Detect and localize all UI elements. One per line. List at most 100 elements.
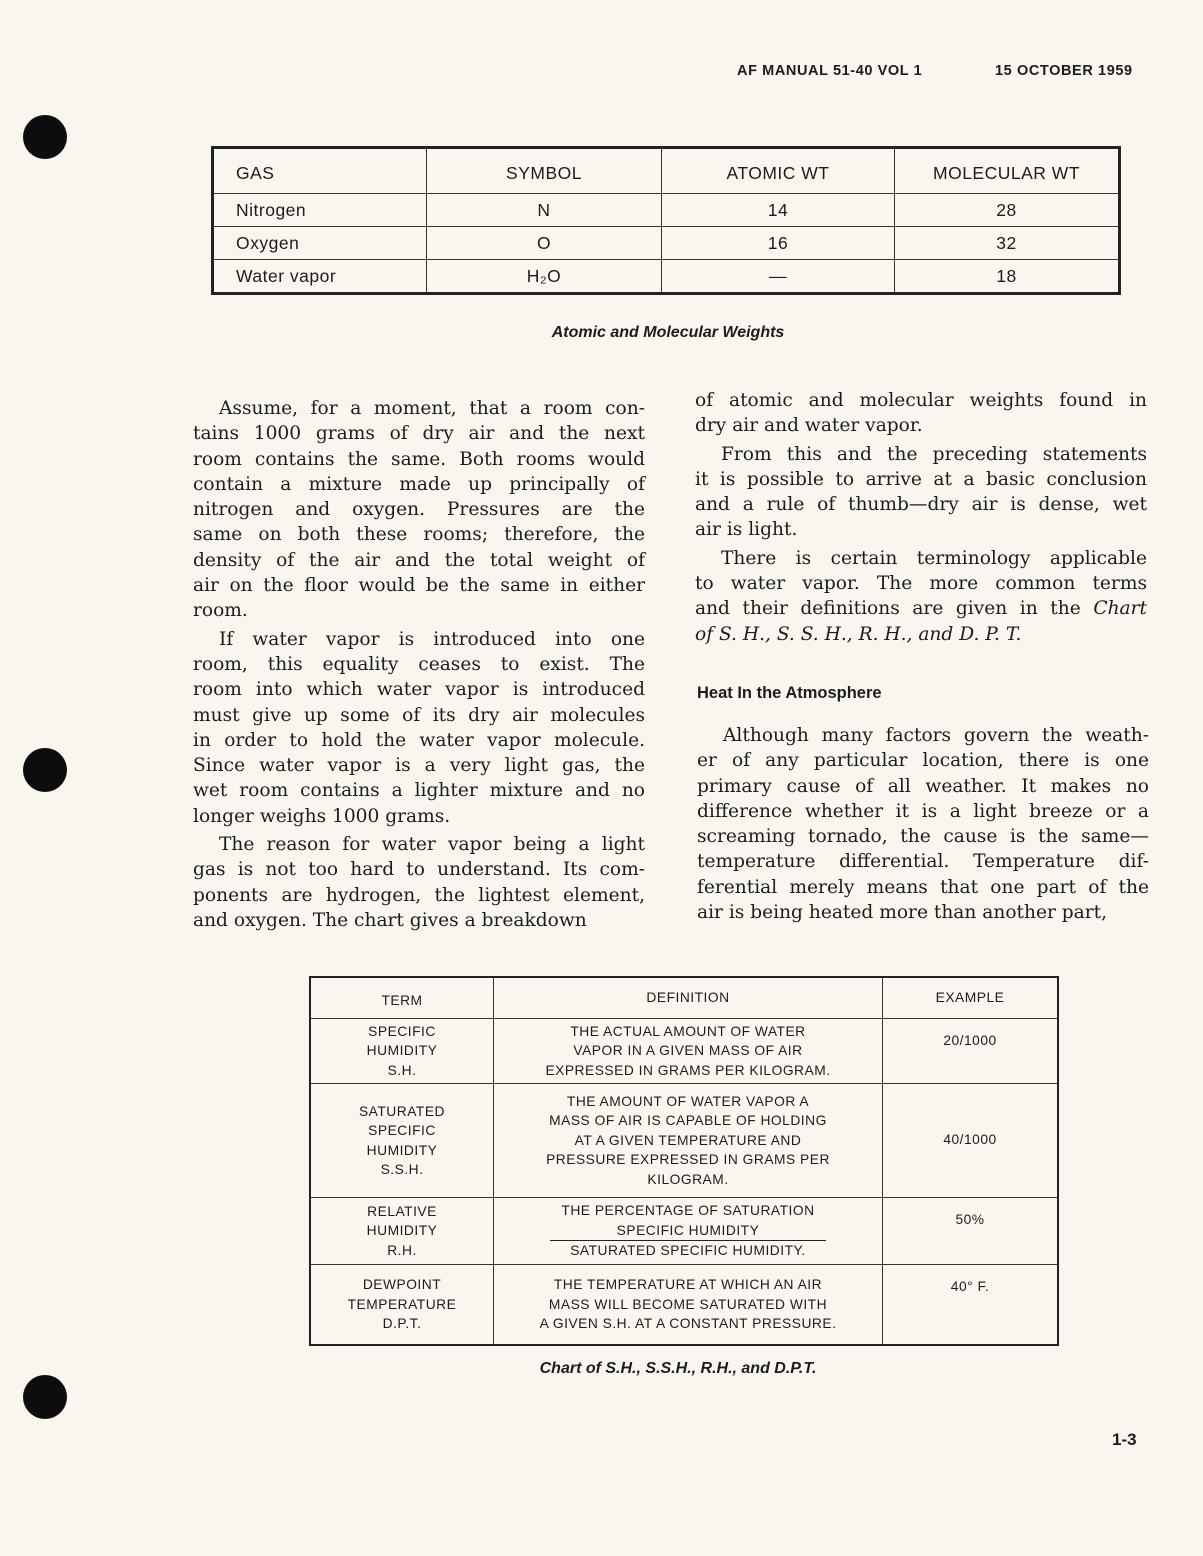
cell-line: DEWPOINT (362, 1277, 442, 1292)
term-cell: SATURATED SPECIFIC HUMIDITY S.S.H. (309, 1083, 494, 1198)
text-line: dry air and water vapor. (695, 415, 923, 437)
text-line: air is light. (695, 519, 798, 541)
text-line: contain a mixture made up principally of (193, 473, 645, 495)
text-line: must give up some of its dry air molecul… (193, 704, 645, 726)
cell-line: HUMIDITY (366, 1043, 438, 1059)
cell-line: MASS WILL BECOME SATURATED WITH (548, 1296, 828, 1312)
text-line: longer weighs 1000 grams. (193, 805, 451, 827)
cell-line: VAPOR IN A GIVEN MASS OF AIR (573, 1043, 803, 1059)
cell-line: SATURATED (358, 1103, 445, 1119)
text-line: er of any particular location, there is … (697, 750, 1149, 772)
section-heading: Heat In the Atmosphere (697, 684, 882, 702)
fraction-numerator: SPECIFIC HUMIDITY (616, 1222, 760, 1238)
text-line: There is certain terminology applicable (721, 547, 1147, 569)
cell: 28 (894, 193, 1120, 227)
cell: N (426, 193, 662, 227)
cell-line: S.H. (387, 1062, 417, 1078)
header-cell: EXAMPLE (882, 976, 1059, 1019)
example-cell: 40° F. (882, 1264, 1059, 1345)
text-line: air on the floor would be the same in ei… (193, 575, 645, 597)
header-cell: SYMBOL (426, 147, 662, 194)
text-line: same on both these rooms; therefore, the (193, 524, 645, 546)
heat-section-text: Although many factors govern the weath-e… (697, 723, 1149, 928)
text-line: and a rule of thumb—dry air is dense, we… (695, 494, 1147, 516)
term-cell: RELATIVE HUMIDITY R.H. (309, 1197, 494, 1265)
cell-line: HUMIDITY (366, 1142, 438, 1158)
text-line: and oxygen. The chart gives a breakdown (193, 909, 587, 931)
text-line: room, this equality ceases to exist. The (193, 653, 645, 675)
text-line: room into which water vapor is introduce… (193, 679, 645, 701)
text-line: to water vapor. The more common terms (695, 573, 1147, 595)
cell-line: RELATIVE (367, 1203, 437, 1219)
text-line: and their definitions are given in the C… (695, 598, 1147, 620)
header-cell: ATOMIC WT (661, 147, 895, 194)
definition-cell: THE PERCENTAGE OF SATURATION SPECIFIC HU… (493, 1197, 883, 1265)
text-line: of S. H., S. S. H., R. H., and D. P. T. (695, 623, 1022, 645)
example-cell: 40/1000 (882, 1083, 1059, 1198)
binder-hole (23, 748, 67, 792)
definition-cell: THE AMOUNT OF WATER VAPOR A MASS OF AIR I… (493, 1083, 883, 1198)
cell-line: THE ACTUAL AMOUNT OF WATER (570, 1023, 806, 1039)
text-line: density of the air and the total weight … (193, 549, 645, 571)
publication-date: 15 OCTOBER 1959 (995, 63, 1133, 79)
cell: H₂O (426, 259, 662, 294)
cell-line: PRESSURE EXPRESSED IN GRAMS PER (546, 1152, 830, 1168)
header-cell: MOLECULAR WT (894, 147, 1120, 194)
cell-line: SPECIFIC (368, 1023, 436, 1039)
table-row: Nitrogen N 14 28 (212, 193, 1120, 227)
table-row: SATURATED SPECIFIC HUMIDITY S.S.H. THE AMOU… (309, 1083, 1059, 1198)
cell-line: MASS OF AIR IS CAPABLE OF HOLDING (549, 1113, 827, 1129)
text-line: If water vapor is introduced into one (219, 628, 645, 650)
text-line: wet room contains a lighter mixture and … (193, 780, 645, 802)
paragraph: of atomic and molecular weights found in… (695, 388, 1147, 439)
header-cell: DEFINITION (493, 976, 883, 1019)
weights-table: GAS SYMBOL ATOMIC WT MOLECULAR WT Nitrog… (211, 146, 1121, 295)
cell: 16 (661, 226, 895, 260)
text-line: it is possible to arrive at a basic conc… (695, 468, 1147, 490)
cell: 32 (894, 226, 1120, 260)
text-line: room contains the same. Both rooms would (193, 448, 645, 470)
cell: — (661, 259, 895, 294)
text-line: in order to hold the water vapor molecul… (193, 729, 645, 751)
left-column: Assume, for a moment, that a room con-ta… (193, 396, 645, 936)
term-cell: DEWPOINT TEMPERATURE D.P.T. (309, 1264, 494, 1345)
cell-line: R.H. (387, 1242, 417, 1258)
cell-line: D.P.T. (382, 1316, 422, 1331)
cell-line: THE AMOUNT OF WATER VAPOR A (566, 1093, 810, 1109)
paragraph: From this and the preceding statements it… (695, 442, 1147, 543)
table-row: Water vapor H₂O — 18 (212, 259, 1120, 294)
definition-intro: THE PERCENTAGE OF SATURATION (561, 1203, 815, 1219)
paragraph: There is certain terminology applicable t… (695, 546, 1147, 647)
table-row: SPECIFIC HUMIDITY S.H. THE ACTUAL AMOUNT O… (309, 1018, 1059, 1084)
paragraph: Although many factors govern the weath-e… (697, 723, 1149, 925)
definition-cell: THE TEMPERATURE AT WHICH AN AIR MASS WILL… (493, 1264, 883, 1345)
cell-line: THE TEMPERATURE AT WHICH AN AIR (553, 1277, 823, 1292)
header-cell: GAS (212, 147, 427, 194)
example-cell: 20/1000 (882, 1018, 1059, 1084)
text-line: of atomic and molecular weights found in (695, 390, 1147, 411)
cell-line: KILOGRAM. (647, 1171, 729, 1187)
cell-line: S.S.H. (380, 1162, 424, 1177)
paragraph: Assume, for a moment, that a room con-ta… (193, 396, 645, 624)
cell: Water vapor (212, 259, 427, 294)
text-line: nitrogen and oxygen. Pressures are the (193, 499, 645, 521)
manual-id: AF MANUAL 51-40 VOL 1 (737, 63, 923, 79)
binder-hole (23, 1375, 67, 1419)
text-line: screaming tornado, the cause is the same… (697, 826, 1149, 848)
text-line: ponents are hydrogen, the lightest eleme… (193, 884, 645, 906)
table-row: DEWPOINT TEMPERATURE D.P.T. THE TEMPERATUR… (309, 1264, 1059, 1345)
text-line: difference whether it is a light breeze … (697, 800, 1149, 822)
text-line: temperature differential. Temperature di… (697, 851, 1149, 873)
text-line: From this and the preceding statements (721, 443, 1147, 465)
binder-hole (23, 115, 67, 159)
cell-line: A GIVEN S.H. AT A CONSTANT PRESSURE. (539, 1316, 837, 1331)
cell-line: HUMIDITY (366, 1223, 438, 1239)
table-header-row: GAS SYMBOL ATOMIC WT MOLECULAR WT (212, 147, 1120, 194)
page-number: 1-3 (1112, 1430, 1137, 1449)
text-line: Although many factors govern the weath- (723, 725, 1149, 746)
table-row: Oxygen O 16 32 (212, 226, 1120, 260)
cell: 18 (894, 259, 1120, 294)
text-line: tains 1000 grams of dry air and the next (193, 423, 645, 445)
cell: Oxygen (212, 226, 427, 260)
text-line: air is being heated more than another pa… (697, 902, 1108, 924)
